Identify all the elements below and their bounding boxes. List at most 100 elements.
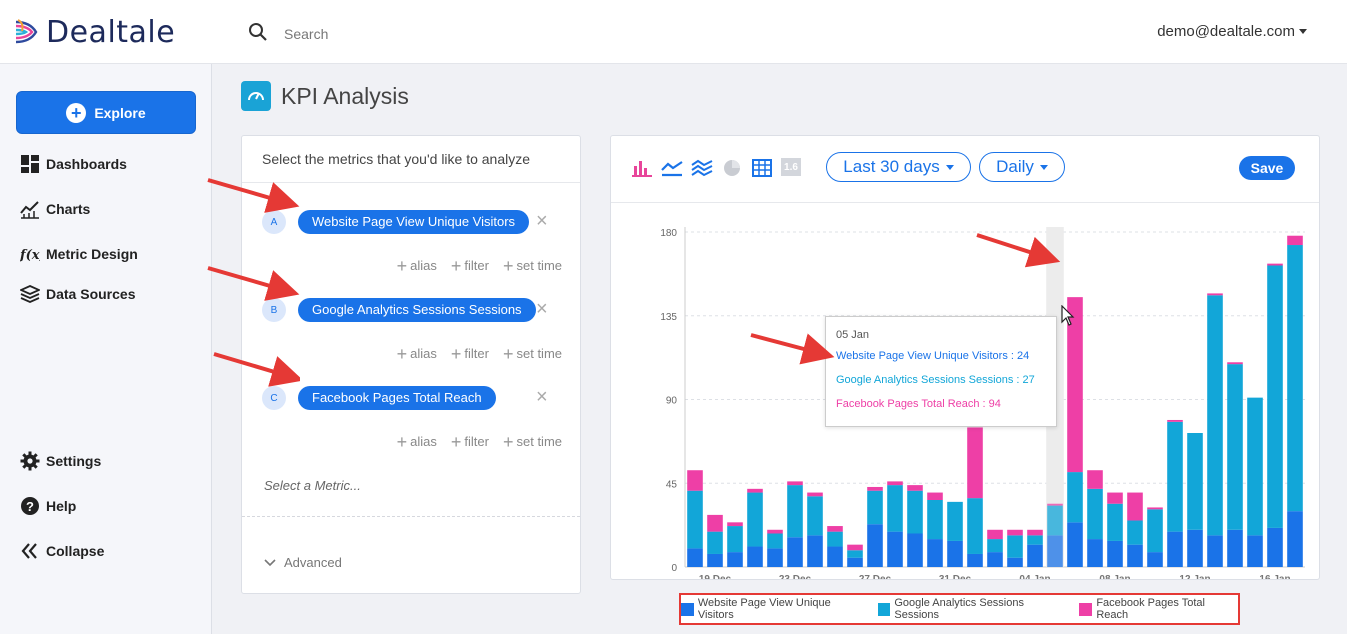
bar-segment xyxy=(927,539,943,567)
search-input[interactable] xyxy=(282,22,586,46)
help-icon: ? xyxy=(21,497,39,515)
bar-segment xyxy=(1027,529,1043,536)
bar-segment xyxy=(1207,293,1223,296)
tooltip-line-website: Website Page View Unique Visitors : 24 xyxy=(836,350,1030,362)
legend-label: Website Page View Unique Visitors xyxy=(697,597,831,621)
bar-segment xyxy=(1107,503,1123,541)
number-chart-icon[interactable]: 1.6 xyxy=(781,158,801,176)
sidebar-item-label: Dashboards xyxy=(46,156,127,172)
advanced-toggle[interactable]: Advanced xyxy=(264,555,342,570)
bar-segment xyxy=(727,526,743,553)
filter-button[interactable]: + filter xyxy=(450,255,489,276)
alias-button[interactable]: + alias xyxy=(396,343,437,364)
bar-segment xyxy=(867,490,883,525)
legend-item-google[interactable]: Google Analytics Sessions Sessions xyxy=(877,597,1070,621)
sidebar-item-metric-design[interactable]: f(x) Metric Design xyxy=(20,244,138,264)
bar-segment xyxy=(1067,297,1083,473)
bar-segment xyxy=(1007,529,1023,536)
metric-pill[interactable]: Website Page View Unique Visitors xyxy=(298,210,530,234)
layers-icon xyxy=(20,285,40,303)
metric-pill[interactable]: Google Analytics Sessions Sessions xyxy=(298,298,536,322)
annotation-arrows-chart xyxy=(750,233,1061,365)
save-button[interactable]: Save xyxy=(1239,156,1295,180)
remove-metric-c-icon[interactable]: × xyxy=(536,386,548,408)
bar-chart-icon[interactable] xyxy=(631,158,653,178)
set-time-button[interactable]: + set time xyxy=(502,255,562,276)
select-metric-input[interactable]: Select a Metric... xyxy=(264,478,361,493)
page-title: KPI Analysis xyxy=(281,82,409,109)
bar-segment xyxy=(1147,509,1163,553)
sidebar-item-dashboards[interactable]: Dashboards xyxy=(20,154,127,174)
bar-segment xyxy=(907,490,923,534)
metric-pill[interactable]: Facebook Pages Total Reach xyxy=(298,386,496,410)
y-tick-label: 180 xyxy=(660,228,677,239)
pie-chart-icon[interactable] xyxy=(721,158,743,178)
sidebar-item-data-sources[interactable]: Data Sources xyxy=(20,284,135,304)
page-header: KPI Analysis xyxy=(241,81,409,111)
sidebar-item-label: Metric Design xyxy=(46,246,138,262)
x-tick-label: 19 Dec xyxy=(699,574,732,579)
chevron-down-icon xyxy=(1039,164,1048,170)
filter-button[interactable]: + filter xyxy=(450,431,489,452)
bar-segment xyxy=(1047,505,1063,536)
legend-item-website[interactable]: Website Page View Unique Visitors xyxy=(681,597,868,621)
y-tick-label: 90 xyxy=(666,396,678,407)
bar-segment xyxy=(1267,527,1283,567)
metric-letter-badge: C xyxy=(262,386,286,410)
area-chart-icon[interactable] xyxy=(691,158,713,178)
function-icon: f(x) xyxy=(20,248,40,263)
y-tick-label: 135 xyxy=(660,312,677,323)
set-time-button[interactable]: + set time xyxy=(502,343,562,364)
explore-button[interactable]: + Explore xyxy=(16,91,196,134)
bar-segment xyxy=(927,492,943,500)
metric-row-a: A Website Page View Unique Visitors xyxy=(262,210,530,234)
sidebar-item-help[interactable]: ? Help xyxy=(20,496,76,516)
metric-letter-badge: A xyxy=(262,210,286,234)
line-chart-icon[interactable] xyxy=(661,158,683,178)
bar-segment xyxy=(987,529,1003,540)
date-range-dropdown[interactable]: Last 30 days xyxy=(826,152,971,182)
sidebar-item-settings[interactable]: Settings xyxy=(20,451,101,471)
chart-legend: Website Page View Unique Visitors Google… xyxy=(679,593,1240,625)
plus-icon: + xyxy=(450,431,462,452)
brand-logo[interactable]: Dealtale xyxy=(14,14,175,50)
bar-segment xyxy=(1107,492,1123,504)
bar-segment xyxy=(687,470,703,491)
bar-segment xyxy=(907,533,923,567)
bar-segment xyxy=(707,514,723,532)
bar-segment xyxy=(707,531,723,554)
interval-dropdown[interactable]: Daily xyxy=(979,152,1065,182)
bar-segment xyxy=(947,540,963,567)
svg-text:f(x): f(x) xyxy=(20,248,40,263)
legend-item-facebook[interactable]: Facebook Pages Total Reach xyxy=(1079,597,1238,621)
bar-segment xyxy=(847,557,863,567)
tooltip-line-google: Google Analytics Sessions Sessions : 27 xyxy=(836,374,1035,386)
bar-segment xyxy=(1187,529,1203,567)
bar-segment xyxy=(787,537,803,567)
bar-segment xyxy=(747,492,763,547)
table-icon[interactable] xyxy=(751,158,773,178)
sidebar-item-label: Collapse xyxy=(46,543,105,559)
dealtale-logo-icon xyxy=(15,19,38,44)
alias-button[interactable]: + alias xyxy=(396,431,437,452)
sidebar-item-collapse[interactable]: Collapse xyxy=(20,541,104,561)
annotation-arrow xyxy=(207,178,300,213)
search-icon[interactable] xyxy=(248,22,268,42)
filter-button[interactable]: + filter xyxy=(450,343,489,364)
sidebar: + Explore Dashboards Charts f(x) Metric … xyxy=(0,64,212,634)
x-tick-label: 31 Dec xyxy=(939,574,972,579)
user-menu[interactable]: demo@dealtale.com xyxy=(1157,23,1307,40)
set-time-button[interactable]: + set time xyxy=(502,431,562,452)
alias-button[interactable]: + alias xyxy=(396,255,437,276)
sidebar-item-charts[interactable]: Charts xyxy=(20,199,90,219)
bar-segment xyxy=(887,531,903,567)
remove-metric-a-icon[interactable]: × xyxy=(536,210,548,232)
bar-segment xyxy=(1147,507,1163,510)
bar-segment xyxy=(767,548,783,567)
bar-segment xyxy=(1127,492,1143,521)
bar-segment xyxy=(1067,522,1083,567)
bar-segment xyxy=(807,535,823,567)
remove-metric-b-icon[interactable]: × xyxy=(536,298,548,320)
bar-segment xyxy=(727,522,743,527)
annotation-arrow xyxy=(213,352,300,387)
